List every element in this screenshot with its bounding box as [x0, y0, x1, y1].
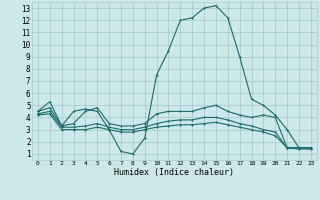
X-axis label: Humidex (Indice chaleur): Humidex (Indice chaleur) [115, 168, 234, 177]
